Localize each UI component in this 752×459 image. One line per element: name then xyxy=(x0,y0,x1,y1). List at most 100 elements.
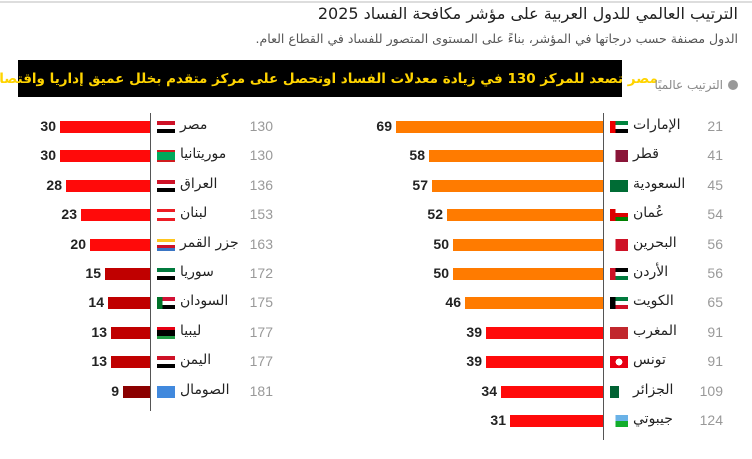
value-label: 31 xyxy=(490,412,506,428)
saudi-flag-icon xyxy=(610,179,628,192)
oman-flag-icon xyxy=(610,209,628,222)
jordan-flag-icon xyxy=(610,268,628,280)
qatar-flag-icon xyxy=(610,150,628,163)
value-label: 69 xyxy=(376,118,392,134)
global-rank: 56 xyxy=(707,235,723,252)
value-label: 9 xyxy=(111,382,119,399)
value-label: 39 xyxy=(466,323,482,340)
country-name: العراق xyxy=(180,175,218,192)
sudan-flag-icon xyxy=(157,297,175,310)
left-axis-line xyxy=(150,113,151,411)
libya-flag-icon xyxy=(157,326,175,339)
bar xyxy=(111,356,150,369)
comoros-flag-icon xyxy=(157,238,175,251)
value-label: 30 xyxy=(40,118,56,134)
kuwait-flag-icon xyxy=(610,297,628,310)
chart-subtitle: الدول مصنفة حسب درجاتها في المؤشر، بناءً… xyxy=(255,31,738,46)
country-name: عُمان xyxy=(633,205,664,222)
headline-banner: مصر تصعد للمركز 130 في زيادة معدلات الفس… xyxy=(0,60,658,97)
global-rank: 56 xyxy=(707,265,723,281)
iraq-flag-icon xyxy=(157,179,175,192)
global-rank: 175 xyxy=(249,294,273,311)
value-label: 58 xyxy=(409,147,425,164)
value-label: 14 xyxy=(88,294,104,311)
djibouti-flag-icon xyxy=(610,415,628,427)
bar xyxy=(396,121,603,133)
global-rank: 65 xyxy=(707,294,723,311)
right-axis-line xyxy=(603,113,604,441)
global-rank: 172 xyxy=(249,265,273,281)
morocco-flag-icon xyxy=(610,326,628,339)
bar xyxy=(465,297,603,310)
top-divider xyxy=(0,1,752,3)
global-rank: 54 xyxy=(707,206,723,223)
somalia-flag-icon xyxy=(157,385,175,398)
bar xyxy=(501,385,603,398)
country-name: السودان xyxy=(180,293,229,310)
bar xyxy=(111,326,150,339)
bar xyxy=(510,415,603,427)
bar xyxy=(453,268,603,280)
bar xyxy=(432,179,603,192)
value-label: 50 xyxy=(433,265,449,281)
value-label: 30 xyxy=(40,147,56,164)
country-name: الإمارات xyxy=(633,117,681,133)
bar xyxy=(123,385,150,398)
country-name: الصومال xyxy=(180,381,230,398)
bahrain-flag-icon xyxy=(610,238,628,251)
bar xyxy=(105,268,150,280)
bar xyxy=(447,209,603,222)
global-rank: 130 xyxy=(249,147,273,164)
value-label: 57 xyxy=(412,176,428,193)
bar xyxy=(486,326,603,339)
country-name: البحرين xyxy=(633,234,677,251)
yemen-flag-icon xyxy=(157,356,175,369)
value-label: 23 xyxy=(61,206,77,223)
bar xyxy=(60,121,150,133)
global-rank: 91 xyxy=(707,323,723,340)
value-label: 50 xyxy=(433,235,449,252)
syria-flag-icon xyxy=(157,268,175,280)
country-name: ليبيا xyxy=(180,322,202,339)
value-label: 52 xyxy=(427,206,443,223)
bar xyxy=(66,179,150,192)
global-rank: 177 xyxy=(249,323,273,340)
lebanon-flag-icon xyxy=(157,209,175,222)
global-rank: 124 xyxy=(699,412,723,428)
bar xyxy=(81,209,150,222)
country-name: اليمن xyxy=(180,352,212,369)
global-rank: 181 xyxy=(249,382,273,399)
global-rank: 136 xyxy=(249,176,273,193)
value-label: 34 xyxy=(481,382,497,399)
global-rank: 91 xyxy=(707,353,723,370)
uae-flag-icon xyxy=(610,121,628,133)
bar xyxy=(453,238,603,251)
value-label: 13 xyxy=(91,323,107,340)
global-rank: 163 xyxy=(249,235,273,252)
egypt-flag-icon xyxy=(157,121,175,133)
bar xyxy=(486,356,603,369)
value-label: 13 xyxy=(91,353,107,370)
country-name: السعودية xyxy=(633,175,686,192)
mauritania-flag-icon xyxy=(157,150,175,163)
country-name: الأردن xyxy=(633,264,669,280)
chart-title: الترتيب العالمي للدول العربية على مؤشر م… xyxy=(317,4,738,23)
value-label: 15 xyxy=(85,265,101,281)
country-name: قطر xyxy=(633,146,659,163)
algeria-flag-icon xyxy=(610,385,628,398)
global-rank: 41 xyxy=(707,147,723,164)
legend: الترتيب عالميًا xyxy=(655,78,738,92)
legend-label: الترتيب عالميًا xyxy=(654,78,723,92)
country-name: جيبوتي xyxy=(633,411,673,427)
country-name: الكويت xyxy=(633,293,674,310)
global-rank: 177 xyxy=(249,353,273,370)
global-rank: 45 xyxy=(707,176,723,193)
global-rank: 153 xyxy=(249,206,273,223)
country-name: الجزائر xyxy=(633,381,674,398)
global-rank: 21 xyxy=(707,118,723,134)
country-name: موريتانيا xyxy=(180,146,227,163)
value-label: 20 xyxy=(70,235,86,252)
country-name: المغرب xyxy=(633,322,677,339)
bar xyxy=(90,238,150,251)
tunisia-flag-icon xyxy=(610,356,628,369)
